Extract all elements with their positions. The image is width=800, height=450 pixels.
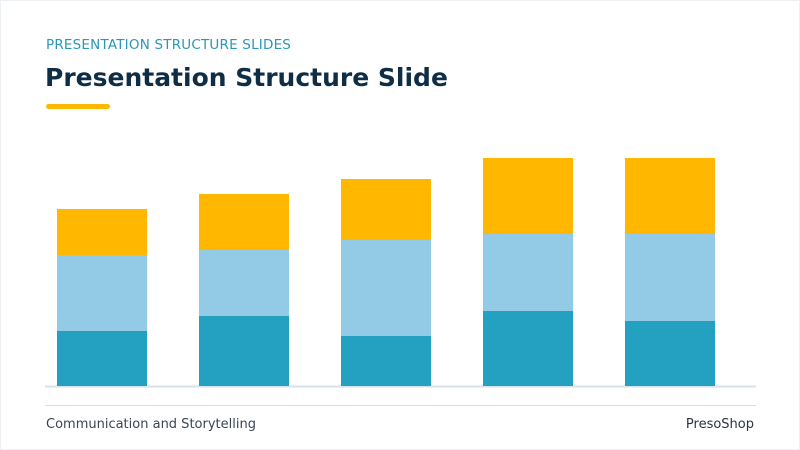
- bar-2-segment-3: [199, 194, 289, 250]
- bar-3-segment-3: [341, 179, 431, 240]
- footer-topic: Communication and Storytelling: [46, 417, 256, 432]
- bar-5-segment-3: [625, 158, 715, 234]
- bar-1-segment-3: [57, 209, 147, 255]
- bar-1-segment-1: [57, 331, 147, 386]
- slide-kicker: PRESENTATION STRUCTURE SLIDES: [46, 37, 292, 53]
- footer-brand: PresoShop: [685, 417, 754, 432]
- footer-divider: [45, 405, 756, 406]
- bar-4-segment-3: [483, 158, 573, 234]
- bar-4-segment-1: [483, 311, 573, 386]
- bar-3-segment-1: [341, 336, 431, 386]
- bar-4-segment-2: [483, 234, 573, 311]
- slide-title: Presentation Structure Slide: [45, 63, 448, 92]
- bar-1-segment-2: [57, 255, 147, 331]
- bar-5-segment-2: [625, 234, 715, 321]
- bar-5-segment-1: [625, 321, 715, 386]
- bar-2-segment-1: [199, 316, 289, 386]
- bar-3-segment-2: [341, 240, 431, 336]
- bar-2-segment-2: [199, 250, 289, 316]
- title-underline: [46, 104, 110, 109]
